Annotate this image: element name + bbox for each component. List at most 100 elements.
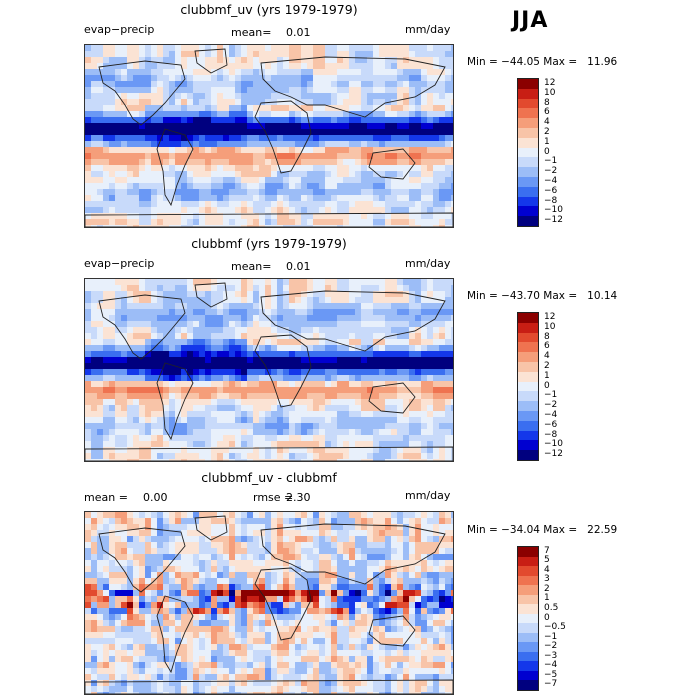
- colorbar-tick-label: 1: [544, 370, 550, 381]
- heatmap-cell: [445, 51, 452, 58]
- heatmap-cell: [367, 57, 374, 64]
- heatmap-cell: [355, 572, 362, 579]
- heatmap-cell: [91, 435, 98, 442]
- heatmap-cell: [157, 285, 164, 292]
- heatmap-cell: [127, 309, 134, 316]
- heatmap-cell: [379, 399, 386, 406]
- heatmap-cell: [325, 512, 332, 519]
- heatmap-cell: [265, 45, 272, 52]
- heatmap-cell: [361, 321, 368, 328]
- heatmap-cell: [349, 423, 356, 430]
- heatmap-cell: [151, 327, 158, 334]
- heatmap-cell: [427, 141, 434, 148]
- heatmap-cell: [391, 57, 398, 64]
- heatmap-cell: [169, 69, 176, 76]
- heatmap-cell: [265, 453, 272, 460]
- heatmap-cell: [271, 387, 278, 394]
- heatmap-cell: [361, 135, 368, 142]
- heatmap-cell: [337, 63, 344, 70]
- heatmap-cell: [127, 524, 134, 531]
- heatmap-cell: [307, 45, 314, 52]
- heatmap-cell: [181, 321, 188, 328]
- heatmap-cell: [175, 411, 182, 418]
- heatmap-cell: [139, 141, 146, 148]
- heatmap-cell: [349, 357, 356, 364]
- heatmap-cell: [379, 303, 386, 310]
- heatmap-cell: [151, 45, 158, 52]
- heatmap-cell: [301, 291, 308, 298]
- heatmap-cell: [103, 375, 110, 382]
- heatmap-cell: [319, 608, 326, 615]
- heatmap-cell: [445, 99, 452, 106]
- heatmap-cell: [229, 590, 236, 597]
- heatmap-cell: [181, 45, 188, 52]
- heatmap-cell: [373, 554, 380, 561]
- heatmap-cell: [271, 590, 278, 597]
- heatmap-cell: [247, 411, 254, 418]
- heatmap-cell: [271, 423, 278, 430]
- heatmap-cell: [373, 93, 380, 100]
- heatmap-cell: [439, 435, 446, 442]
- heatmap-cell: [361, 57, 368, 64]
- heatmap-cell: [229, 141, 236, 148]
- heatmap-cell: [289, 393, 296, 400]
- heatmap-cell: [193, 81, 200, 88]
- heatmap-cell: [109, 447, 116, 454]
- heatmap-cell: [313, 447, 320, 454]
- heatmap-cell: [181, 345, 188, 352]
- heatmap-cell: [373, 357, 380, 364]
- heatmap-cell: [343, 512, 350, 519]
- heatmap-cell: [133, 63, 140, 70]
- heatmap-cell: [187, 590, 194, 597]
- heatmap-cell: [199, 524, 206, 531]
- heatmap-cell: [433, 105, 440, 112]
- heatmap-cell: [409, 339, 416, 346]
- heatmap-cell: [343, 393, 350, 400]
- heatmap-cell: [217, 81, 224, 88]
- heatmap-cell: [187, 369, 194, 376]
- colorbar-tick-label: 8: [544, 97, 550, 108]
- heatmap-cell: [211, 399, 218, 406]
- heatmap-cell: [373, 207, 380, 214]
- heatmap-cell: [199, 153, 206, 160]
- heatmap-cell: [415, 333, 422, 340]
- heatmap-cell: [139, 303, 146, 310]
- heatmap-cell: [163, 512, 170, 519]
- heatmap-cell: [229, 345, 236, 352]
- heatmap-cell: [187, 596, 194, 603]
- heatmap-cell: [379, 165, 386, 172]
- heatmap-cell: [409, 75, 416, 82]
- heatmap-cell: [181, 518, 188, 525]
- heatmap-cell: [235, 339, 242, 346]
- heatmap-cell: [187, 315, 194, 322]
- heatmap-cell: [421, 99, 428, 106]
- heatmap-cell: [121, 279, 128, 286]
- heatmap-cell: [427, 566, 434, 573]
- heatmap-cell: [421, 45, 428, 52]
- heatmap-cell: [271, 560, 278, 567]
- heatmap-cell: [295, 369, 302, 376]
- heatmap-cell: [349, 327, 356, 334]
- heatmap-cell: [175, 165, 182, 172]
- heatmap-cell: [385, 375, 392, 382]
- heatmap-cell: [133, 177, 140, 184]
- heatmap-cell: [211, 147, 218, 154]
- heatmap-cell: [337, 387, 344, 394]
- heatmap-cell: [355, 165, 362, 172]
- heatmap-cell: [211, 213, 218, 220]
- heatmap-cell: [331, 453, 338, 460]
- heatmap-cell: [451, 45, 453, 52]
- heatmap-cell: [205, 87, 212, 94]
- heatmap-cell: [319, 279, 326, 286]
- heatmap-cell: [103, 171, 110, 178]
- heatmap-cell: [169, 572, 176, 579]
- heatmap-cell: [151, 189, 158, 196]
- heatmap-cell: [337, 123, 344, 130]
- heatmap-cell: [187, 321, 194, 328]
- heatmap-cell: [451, 578, 453, 585]
- heatmap-cell: [391, 297, 398, 304]
- heatmap-cell: [265, 183, 272, 190]
- heatmap-cell: [247, 165, 254, 172]
- heatmap-cell: [379, 548, 386, 555]
- heatmap-cell: [109, 363, 116, 370]
